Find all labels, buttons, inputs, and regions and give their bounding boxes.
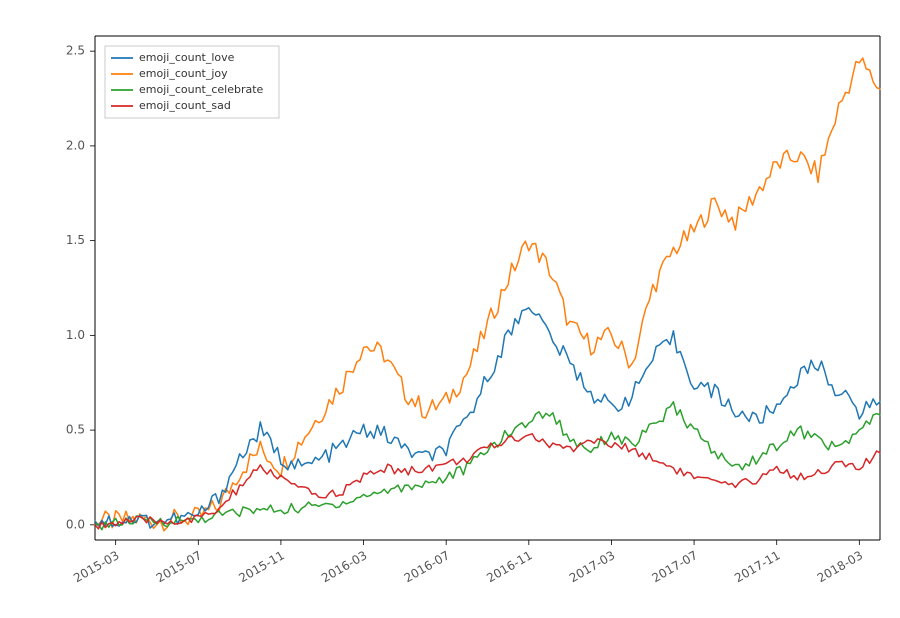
y-tick-label: 1.5 [66,233,85,247]
x-tick-label: 2015-03 [71,548,121,585]
y-tick-label: 0.0 [66,517,85,531]
y-tick-label: 2.5 [66,44,85,58]
x-tick-label: 2016-07 [402,548,452,585]
legend: emoji_count_love emoji_count_joy emoji_cou… [105,46,279,118]
y-tick-label: 0.5 [66,423,85,437]
x-tick-label: 2017-03 [567,548,617,585]
x-tick-label: 2018-03 [815,548,865,585]
legend-label: emoji_count_celebrate [139,83,264,96]
x-tick-label: 2017-11 [732,548,782,585]
emoji-timeseries-chart: 0.0 0.5 1.0 1.5 2.0 2.5 2015-03 2015-07 2015-11 2… [0,0,900,618]
x-tick-label: 2015-07 [154,548,204,585]
y-tick-label: 1.0 [66,328,85,342]
legend-label: emoji_count_joy [139,67,228,80]
x-tick-label: 2017-07 [650,548,700,585]
legend-label: emoji_count_love [139,51,235,64]
legend-label: emoji_count_sad [139,99,231,112]
chart-container: 0.0 0.5 1.0 1.5 2.0 2.5 2015-03 2015-07 2015-11 2… [0,0,900,618]
x-tick-label: 2016-11 [484,548,534,585]
x-tick-label: 2016-03 [319,548,369,585]
x-tick-label: 2015-11 [236,548,286,585]
y-tick-label: 2.0 [66,138,85,152]
